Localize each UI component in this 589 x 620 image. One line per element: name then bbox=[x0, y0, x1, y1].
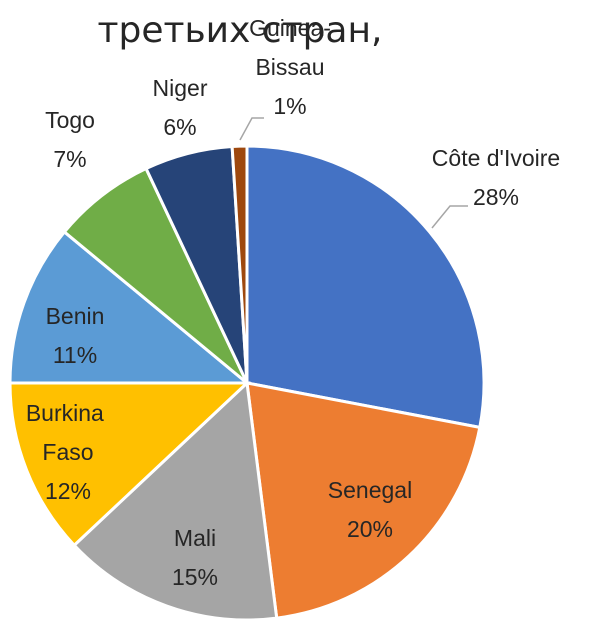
leader-line bbox=[239, 117, 264, 141]
data-label-name: Togo bbox=[45, 107, 95, 133]
data-label-name: Guinea-Bissau bbox=[249, 15, 331, 80]
data-label-value: 15% bbox=[172, 564, 218, 590]
data-label-name: Mali bbox=[174, 525, 216, 551]
data-label-value: 28% bbox=[473, 184, 519, 210]
data-label-value: 6% bbox=[163, 114, 196, 140]
data-label-name: Niger bbox=[153, 75, 208, 101]
data-label-value: 1% bbox=[273, 93, 306, 119]
pie-slice bbox=[8, 229, 252, 385]
data-label-name: Côte d'Ivoire bbox=[432, 145, 560, 171]
chart-title: третьих стран, bbox=[98, 10, 383, 51]
pie-slice bbox=[62, 166, 249, 385]
pie-slice bbox=[245, 144, 486, 430]
data-label-value: 20% bbox=[347, 516, 393, 542]
leader-line bbox=[431, 205, 468, 229]
data-label-name: Senegal bbox=[328, 477, 412, 503]
pie-slice bbox=[245, 381, 482, 620]
pie-slice bbox=[230, 144, 249, 384]
pie-slice bbox=[8, 381, 251, 548]
data-label-name: Benin bbox=[46, 303, 105, 329]
data-label-value: 11% bbox=[53, 342, 97, 368]
data-label-value: 7% bbox=[53, 146, 86, 172]
data-label-value: 12% bbox=[45, 478, 91, 504]
data-label-name: Burkina Faso bbox=[26, 400, 110, 465]
